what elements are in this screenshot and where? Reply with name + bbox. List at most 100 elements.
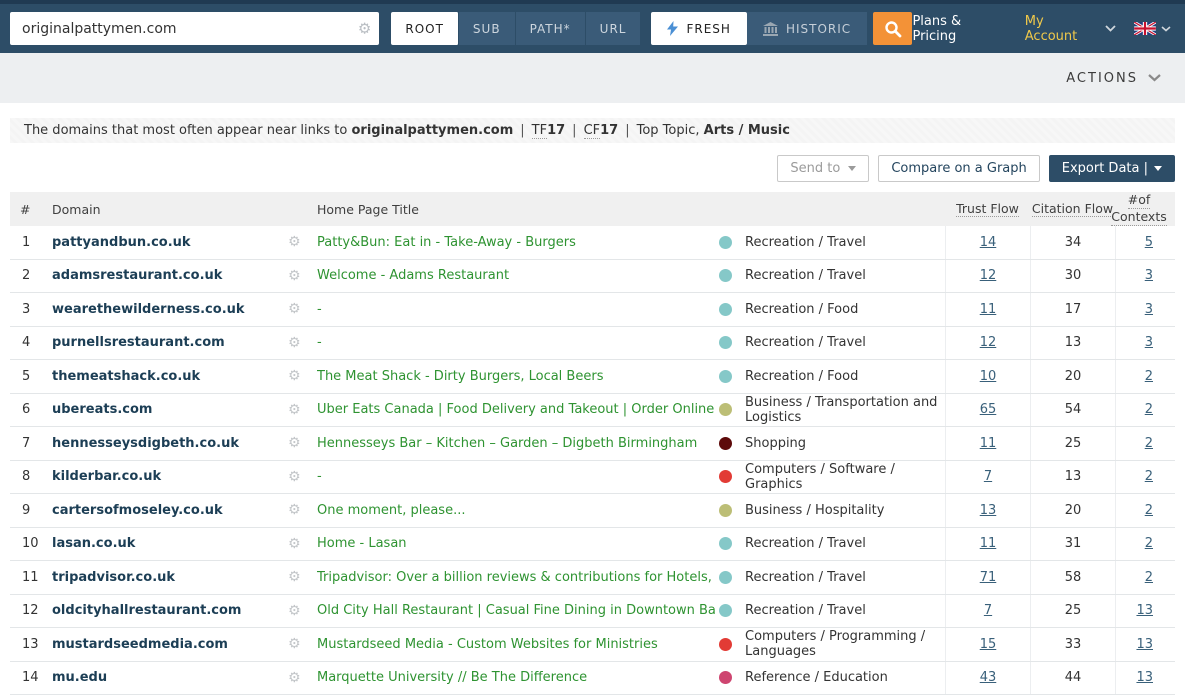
trust-flow-link[interactable]: 15 (979, 636, 997, 652)
home-page-title-link[interactable]: Home - Lasan (317, 536, 407, 552)
topic-color-dot (719, 235, 732, 249)
contexts-link[interactable]: 2 (1144, 569, 1153, 585)
domain-link[interactable]: cartersofmoseley.co.uk (52, 502, 223, 518)
header-contexts[interactable]: #of Contexts (1111, 192, 1167, 226)
home-page-title-link[interactable]: Welcome - Adams Restaurant (317, 268, 510, 284)
contexts-link[interactable]: 13 (1136, 603, 1153, 619)
home-page-title-link[interactable]: Patty&Bun: Eat in - Take-Away - Burgers (317, 234, 576, 250)
domain-link[interactable]: lasan.co.uk (52, 536, 136, 552)
contexts-link[interactable]: 3 (1144, 268, 1153, 284)
home-page-title-link[interactable]: Hennesseys Bar – Kitchen – Garden – Digb… (317, 435, 698, 451)
trust-flow-link[interactable]: 12 (979, 268, 997, 284)
row-gear-icon[interactable]: ⚙ (288, 334, 301, 351)
home-page-title-link[interactable]: Tripadvisor: Over a billion reviews & co… (317, 569, 715, 585)
send-to-button[interactable]: Send to (777, 155, 870, 182)
topic-color-dot (719, 302, 732, 316)
row-gear-icon[interactable]: ⚙ (288, 636, 301, 653)
search-submit-button[interactable] (873, 12, 913, 45)
trust-flow-link[interactable]: 71 (979, 569, 997, 585)
contexts-link[interactable]: 2 (1144, 469, 1153, 485)
trust-flow-link[interactable]: 65 (979, 402, 997, 418)
topic-label: Business / Hospitality (745, 502, 885, 518)
domain-link[interactable]: pattyandbun.co.uk (52, 234, 191, 250)
home-page-title-link[interactable]: Marquette University // Be The Differenc… (317, 670, 588, 686)
trust-flow-link[interactable]: 7 (983, 469, 993, 485)
home-page-title-link[interactable]: The Meat Shack - Dirty Burgers, Local Be… (317, 368, 604, 384)
trust-flow-link[interactable]: 11 (979, 435, 997, 451)
trust-flow-abbrev[interactable]: TF (531, 122, 548, 139)
trust-flow-link[interactable]: 12 (979, 335, 997, 351)
row-gear-icon[interactable]: ⚙ (288, 401, 301, 418)
domain-link[interactable]: tripadvisor.co.uk (52, 569, 176, 585)
domain-link[interactable]: oldcityhallrestaurant.com (52, 603, 242, 619)
row-gear-icon[interactable]: ⚙ (288, 468, 301, 485)
domain-link[interactable]: adamsrestaurant.co.uk (52, 268, 223, 284)
trust-flow-link[interactable]: 43 (979, 670, 997, 686)
domain-link[interactable]: hennesseysdigbeth.co.uk (52, 435, 239, 451)
home-page-title-link[interactable]: Old City Hall Restaurant | Casual Fine D… (317, 603, 715, 619)
header-citation-flow[interactable]: Citation Flow (1031, 201, 1114, 217)
domain-link[interactable]: mustardseedmedia.com (52, 636, 228, 652)
row-gear-icon[interactable]: ⚙ (288, 569, 301, 586)
header-num: # (20, 201, 31, 217)
trust-flow-link[interactable]: 11 (979, 301, 997, 317)
home-page-title-link[interactable]: - (317, 301, 322, 317)
search-settings-gear-icon[interactable]: ⚙ (357, 19, 372, 37)
export-data-button[interactable]: Export Data | (1048, 155, 1175, 182)
tab-fresh-index[interactable]: FRESH (651, 12, 747, 45)
tab-path[interactable]: PATH* (515, 12, 586, 45)
tab-sub[interactable]: SUB (458, 12, 516, 45)
contexts-link[interactable]: 2 (1144, 502, 1153, 518)
trust-flow-link[interactable]: 10 (979, 368, 997, 384)
row-gear-icon[interactable]: ⚙ (288, 368, 301, 385)
compare-on-graph-button[interactable]: Compare on a Graph (878, 155, 1040, 182)
citation-flow-abbrev[interactable]: CF (583, 122, 601, 139)
domain-link[interactable]: themeatshack.co.uk (52, 368, 201, 384)
row-gear-icon[interactable]: ⚙ (288, 669, 301, 686)
row-gear-icon[interactable]: ⚙ (288, 502, 301, 519)
contexts-link[interactable]: 13 (1136, 670, 1153, 686)
row-gear-icon[interactable]: ⚙ (288, 602, 301, 619)
actions-menu-button[interactable]: ACTIONS (1066, 71, 1161, 86)
header-trust-flow[interactable]: Trust Flow (956, 201, 1019, 217)
tab-historic-index[interactable]: HISTORIC (746, 12, 868, 45)
trust-flow-link[interactable]: 11 (979, 536, 997, 552)
domain-link[interactable]: purnellsrestaurant.com (52, 335, 225, 351)
tab-root[interactable]: ROOT (391, 12, 459, 45)
home-page-title-link[interactable]: - (317, 469, 322, 485)
plans-pricing-link[interactable]: Plans & Pricing (912, 13, 962, 44)
my-account-menu[interactable]: My Account (1025, 14, 1116, 44)
table-row: 14 mu.edu ⚙ Marquette University // Be T… (10, 661, 1175, 695)
search-input[interactable] (10, 12, 380, 45)
actions-label: ACTIONS (1066, 70, 1138, 86)
trust-flow-cell: 10 (945, 360, 1030, 393)
row-gear-icon[interactable]: ⚙ (288, 301, 301, 318)
trust-flow-value: 17 (547, 123, 566, 138)
row-gear-icon[interactable]: ⚙ (288, 535, 301, 552)
trust-flow-link[interactable]: 13 (979, 502, 997, 518)
domain-link[interactable]: kilderbar.co.uk (52, 469, 162, 485)
home-page-title-link[interactable]: Uber Eats Canada | Food Delivery and Tak… (317, 402, 715, 418)
contexts-link[interactable]: 2 (1144, 402, 1153, 418)
contexts-link[interactable]: 2 (1144, 368, 1153, 384)
contexts-link[interactable]: 13 (1136, 636, 1153, 652)
domain-link[interactable]: mu.edu (52, 670, 108, 686)
row-gear-icon[interactable]: ⚙ (288, 267, 301, 284)
row-gear-icon[interactable]: ⚙ (288, 234, 301, 251)
trust-flow-link[interactable]: 7 (983, 603, 993, 619)
tab-url[interactable]: URL (585, 12, 642, 45)
contexts-link[interactable]: 3 (1144, 335, 1153, 351)
contexts-link[interactable]: 5 (1144, 234, 1153, 250)
trust-flow-link[interactable]: 14 (979, 234, 997, 250)
contexts-link[interactable]: 2 (1144, 435, 1153, 451)
home-page-title-link[interactable]: Mustardseed Media - Custom Websites for … (317, 636, 658, 652)
row-gear-icon[interactable]: ⚙ (288, 435, 301, 452)
contexts-link[interactable]: 3 (1144, 301, 1153, 317)
home-page-title-link[interactable]: - (317, 335, 322, 351)
home-page-title-link[interactable]: One moment, please... (317, 502, 466, 518)
chevron-down-icon (1161, 25, 1171, 32)
contexts-link[interactable]: 2 (1144, 536, 1153, 552)
domain-link[interactable]: wearethewilderness.co.uk (52, 301, 245, 317)
domain-link[interactable]: ubereats.com (52, 402, 153, 418)
language-selector[interactable] (1134, 22, 1171, 35)
